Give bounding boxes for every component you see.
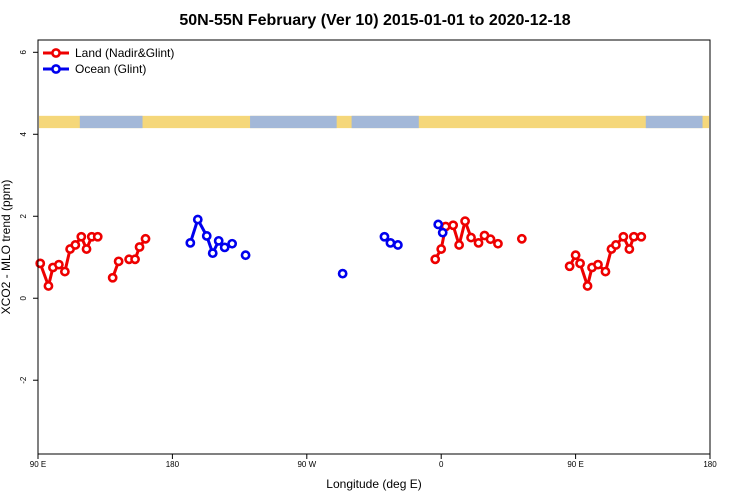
data-point <box>70 240 81 250</box>
x-tick-label: 180 <box>166 460 180 469</box>
data-point <box>624 244 635 254</box>
data-point <box>485 234 496 245</box>
y-axis-label: XCO2 - MLO trend (ppm) <box>0 180 13 315</box>
data-point <box>134 242 145 252</box>
data-point <box>337 268 348 279</box>
y-tick-label: 0 <box>19 295 28 300</box>
x-axis-label: Longitude (deg E) <box>326 477 421 491</box>
y-tick-label: 2 <box>19 213 28 218</box>
data-point <box>392 240 403 250</box>
data-point <box>618 231 629 242</box>
data-point <box>466 232 476 243</box>
data-point <box>59 266 70 277</box>
y-tick-label: -2 <box>19 376 28 384</box>
data-point <box>185 238 196 248</box>
y-tick-label: 6 <box>19 50 28 55</box>
legend-marker <box>51 64 61 74</box>
ocean-strip <box>79 115 143 129</box>
data-point <box>570 250 581 261</box>
data-point <box>219 242 230 253</box>
data-point <box>593 259 603 270</box>
data-point <box>636 231 647 242</box>
series-land <box>35 216 647 291</box>
data-point <box>201 231 212 241</box>
data-point <box>385 238 396 248</box>
plot-series <box>35 214 647 291</box>
data-point <box>192 214 203 225</box>
data-point <box>130 254 140 265</box>
ocean-strip <box>250 115 337 129</box>
series-ocean <box>185 214 448 279</box>
data-point <box>460 216 470 227</box>
data-point <box>240 250 251 261</box>
legend: Land (Nadir&Glint) Ocean (Glint) <box>43 46 174 76</box>
data-point <box>611 240 621 250</box>
x-tick-label: 90 E <box>30 460 46 469</box>
data-point <box>140 233 151 244</box>
data-point <box>437 227 448 238</box>
legend-marker <box>51 48 61 58</box>
data-point <box>564 261 575 272</box>
data-point <box>454 240 465 250</box>
data-point <box>430 254 441 265</box>
data-point <box>213 235 224 246</box>
legend-label: Land (Nadir&Glint) <box>75 46 174 60</box>
chart-title: 50N-55N February (Ver 10) 2015-01-01 to … <box>179 12 570 29</box>
data-point <box>448 220 459 231</box>
data-point <box>54 259 64 270</box>
data-point <box>43 281 54 291</box>
data-point <box>473 238 484 248</box>
data-point <box>575 258 585 269</box>
data-point <box>436 244 447 254</box>
x-tick-label: 90 E <box>567 460 583 469</box>
x-tick-label: 0 <box>439 460 444 469</box>
data-point <box>582 281 593 291</box>
ocean-strip <box>351 115 419 129</box>
plot-frame <box>37 39 711 455</box>
y-tick-label: 4 <box>19 132 28 137</box>
data-point <box>207 248 218 259</box>
data-point <box>628 231 639 242</box>
data-point <box>433 219 444 230</box>
data-point <box>113 256 124 267</box>
x-tick-label: 90 W <box>297 460 316 469</box>
data-point <box>92 231 103 242</box>
land-sea-band <box>39 115 709 129</box>
data-point <box>107 272 118 283</box>
legend-label: Ocean (Glint) <box>75 62 146 76</box>
x-axis: 90 E 180 90 W 0 90 E 180 <box>30 454 717 469</box>
data-point <box>600 266 611 277</box>
data-point <box>76 231 87 242</box>
data-point <box>379 231 390 242</box>
ocean-strip <box>645 115 703 129</box>
data-point <box>81 244 92 254</box>
data-point <box>516 233 527 244</box>
data-point <box>493 238 503 249</box>
y-axis: -2 0 2 4 6 <box>19 50 38 384</box>
data-point <box>227 238 238 249</box>
x-tick-label: 180 <box>703 460 717 469</box>
